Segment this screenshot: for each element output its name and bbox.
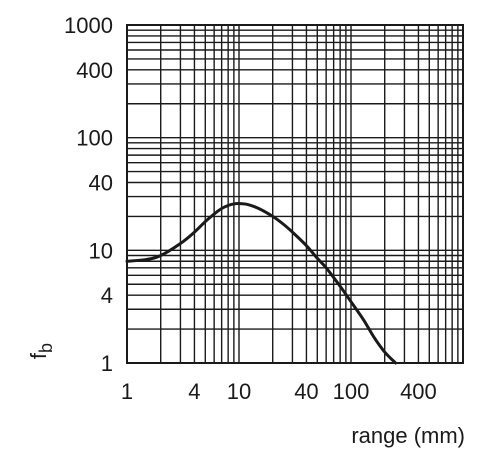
x-tick-label: 4 [188, 379, 200, 404]
y-tick-label: 40 [89, 171, 113, 196]
grid [126, 24, 464, 364]
y-tick-label: 10 [89, 238, 113, 263]
x-tick-label: 100 [333, 379, 370, 404]
y-tick-label: 4 [101, 283, 113, 308]
y-tick-labels: 1 4 10 40 100 400 1000 [64, 13, 113, 376]
x-tick-label: 10 [227, 379, 251, 404]
y-tick-label: 1 [101, 351, 113, 376]
plot-frame [126, 24, 464, 364]
y-tick-label: 100 [76, 126, 113, 151]
x-tick-label: 1 [121, 379, 133, 404]
y-axis-title-main: f [26, 352, 51, 359]
y-tick-label: 400 [76, 58, 113, 83]
x-tick-labels: 1 4 10 40 100 400 [121, 379, 437, 404]
series-layer [125, 202, 398, 365]
x-axis-title: range (mm) [351, 423, 465, 448]
x-tick-label: 400 [400, 379, 437, 404]
y-axis-title-subscript: b [36, 343, 56, 353]
y-axis-title: fb [26, 343, 56, 359]
y-tick-label: 1000 [64, 13, 113, 38]
series-line [125, 202, 398, 365]
x-tick-label: 40 [294, 379, 318, 404]
